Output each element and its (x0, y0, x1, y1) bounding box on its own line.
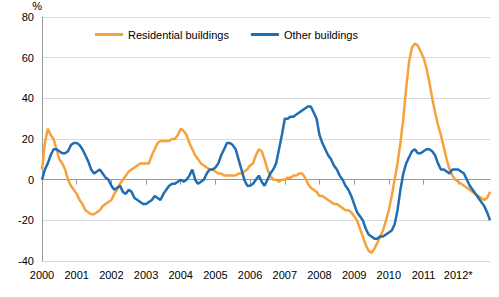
svg-text:2005: 2005 (203, 269, 227, 281)
svg-text:Residential buildings: Residential buildings (128, 29, 229, 41)
svg-text:2001: 2001 (64, 269, 88, 281)
svg-text:2006: 2006 (238, 269, 262, 281)
svg-text:2008: 2008 (307, 269, 331, 281)
svg-text:%: % (32, 0, 42, 12)
svg-text:2004: 2004 (168, 269, 192, 281)
svg-text:-40: -40 (18, 255, 34, 267)
svg-text:Other buildings: Other buildings (284, 29, 358, 41)
svg-text:2010: 2010 (377, 269, 401, 281)
svg-text:-20: -20 (18, 214, 34, 226)
svg-text:2002: 2002 (99, 269, 123, 281)
svg-text:60: 60 (22, 52, 34, 64)
svg-text:2007: 2007 (273, 269, 297, 281)
svg-text:20: 20 (22, 133, 34, 145)
svg-text:2000: 2000 (30, 269, 54, 281)
svg-text:2012*: 2012* (444, 269, 473, 281)
svg-text:80: 80 (22, 11, 34, 23)
svg-text:40: 40 (22, 92, 34, 104)
svg-text:2011: 2011 (412, 269, 436, 281)
svg-text:2003: 2003 (134, 269, 158, 281)
svg-text:2009: 2009 (342, 269, 366, 281)
svg-text:0: 0 (28, 174, 34, 186)
